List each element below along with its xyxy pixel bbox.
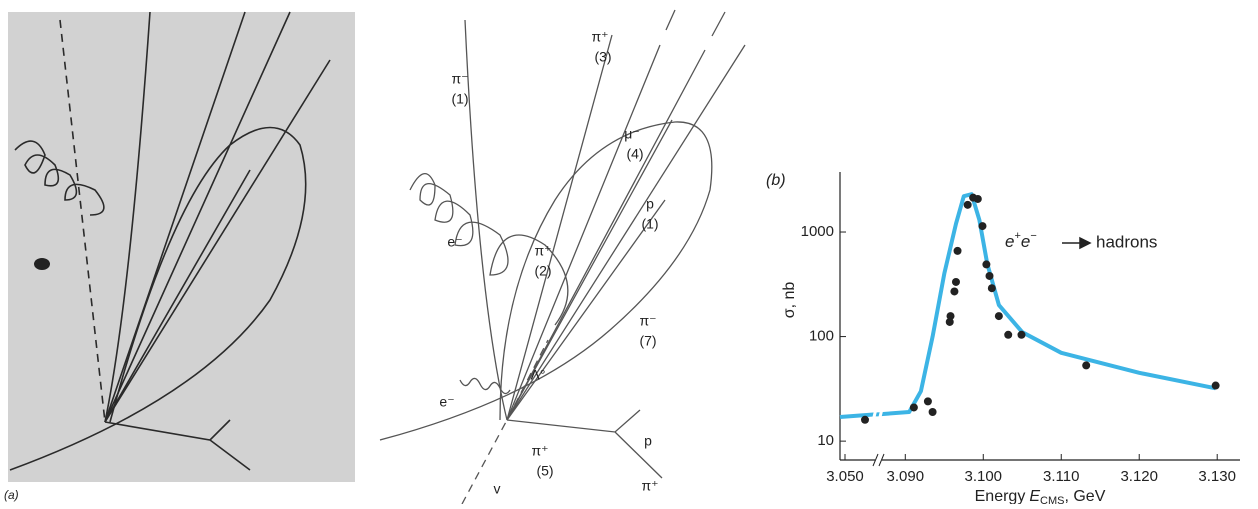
label-part: , GeV — [1064, 488, 1105, 504]
track-label: (5) — [536, 463, 553, 479]
annotation-arrow — [1062, 236, 1092, 250]
track-label: e⁻ — [447, 234, 462, 250]
track-label: π⁻ — [451, 71, 468, 87]
photo-track — [104, 169, 251, 423]
data-point — [950, 287, 959, 296]
photo-track — [9, 126, 307, 471]
y-tick-label: 100 — [809, 328, 834, 345]
data-point — [953, 246, 962, 255]
track-label: p — [644, 433, 652, 449]
wavy-track — [459, 377, 511, 395]
track-label: π⁺ — [531, 443, 548, 459]
data-point — [973, 194, 982, 203]
track — [464, 19, 508, 421]
photo-track — [104, 59, 331, 423]
data-point — [946, 312, 955, 321]
data-point — [963, 200, 972, 209]
x-tick-label: 3.050 — [826, 468, 864, 485]
data-point — [985, 271, 994, 280]
track-label: (3) — [594, 49, 611, 65]
label-part: − — [1030, 230, 1036, 242]
photo-track — [104, 11, 246, 423]
data-point — [928, 407, 937, 416]
track-label: π⁻ — [639, 313, 656, 329]
photo-background — [8, 12, 355, 482]
spiral — [409, 173, 569, 326]
data-point — [909, 403, 918, 412]
track-label: μ⁻ — [624, 126, 639, 142]
data-point — [861, 415, 869, 424]
data-point — [987, 284, 996, 293]
track-label: (2) — [534, 263, 551, 279]
photo-track — [104, 11, 151, 423]
photo-blot — [34, 258, 50, 270]
label-part: e — [1021, 232, 1030, 251]
track-label: (1) — [641, 216, 658, 232]
label-part: + — [1014, 230, 1020, 242]
track — [506, 199, 666, 421]
track — [506, 44, 746, 421]
photo-track — [59, 19, 106, 423]
dashed-track — [461, 339, 549, 505]
track-label: π⁺ — [534, 243, 551, 259]
data-point — [994, 312, 1003, 321]
track-label: e⁻ — [439, 394, 454, 410]
x-tick-label: 3.130 — [1198, 468, 1236, 485]
y-tick-label: 10 — [817, 432, 834, 449]
x-tick-label: 3.100 — [964, 468, 1002, 485]
x-tick-label: 3.120 — [1120, 468, 1158, 485]
data-point — [982, 260, 991, 269]
data-point — [923, 397, 932, 406]
data-point — [945, 317, 954, 326]
track-label: Λ° — [531, 367, 546, 383]
x-tick-label: 3.090 — [887, 468, 925, 485]
x-axis-label: Energy ECMS, GeV — [975, 488, 1106, 504]
track-label: (4) — [626, 146, 643, 162]
track-diagram — [379, 9, 746, 505]
track-label: (7) — [639, 333, 656, 349]
track-label: v — [494, 481, 501, 497]
photo-track — [104, 419, 251, 471]
curve-break — [870, 408, 884, 426]
track — [379, 121, 713, 441]
data-point — [1004, 330, 1013, 339]
data-point — [1082, 361, 1091, 370]
photo-spiral — [14, 140, 105, 216]
track — [506, 11, 726, 421]
y-axis-label: σ, nb — [781, 282, 798, 319]
data-point — [978, 222, 987, 231]
annotation: hadrons — [1096, 232, 1157, 251]
track — [506, 34, 613, 421]
track-label: π⁺ — [591, 29, 608, 45]
track — [506, 119, 673, 421]
y-tick-label: 1000 — [801, 223, 834, 240]
bubble-chamber-photo: (a) — [4, 11, 355, 502]
label-part: E — [1029, 488, 1040, 504]
annotation: e+e− — [1005, 230, 1037, 252]
axis-break — [872, 453, 885, 467]
label-part: e — [1005, 232, 1014, 251]
label-part: CMS — [1040, 495, 1064, 504]
data-point — [951, 277, 960, 286]
track-label: π⁺ — [641, 478, 658, 494]
x-tick-label: 3.110 — [1043, 468, 1079, 485]
data-point — [1211, 381, 1220, 390]
fit-curve — [839, 192, 1216, 419]
data-point — [1017, 330, 1026, 339]
label-part: Energy — [975, 488, 1026, 504]
track-label: (1) — [451, 91, 468, 107]
track-label: p — [646, 196, 654, 212]
panel-label: (b) — [766, 172, 786, 189]
photo-track — [104, 11, 291, 423]
track — [506, 9, 676, 421]
panel-label: (a) — [4, 488, 19, 502]
track — [506, 409, 663, 479]
